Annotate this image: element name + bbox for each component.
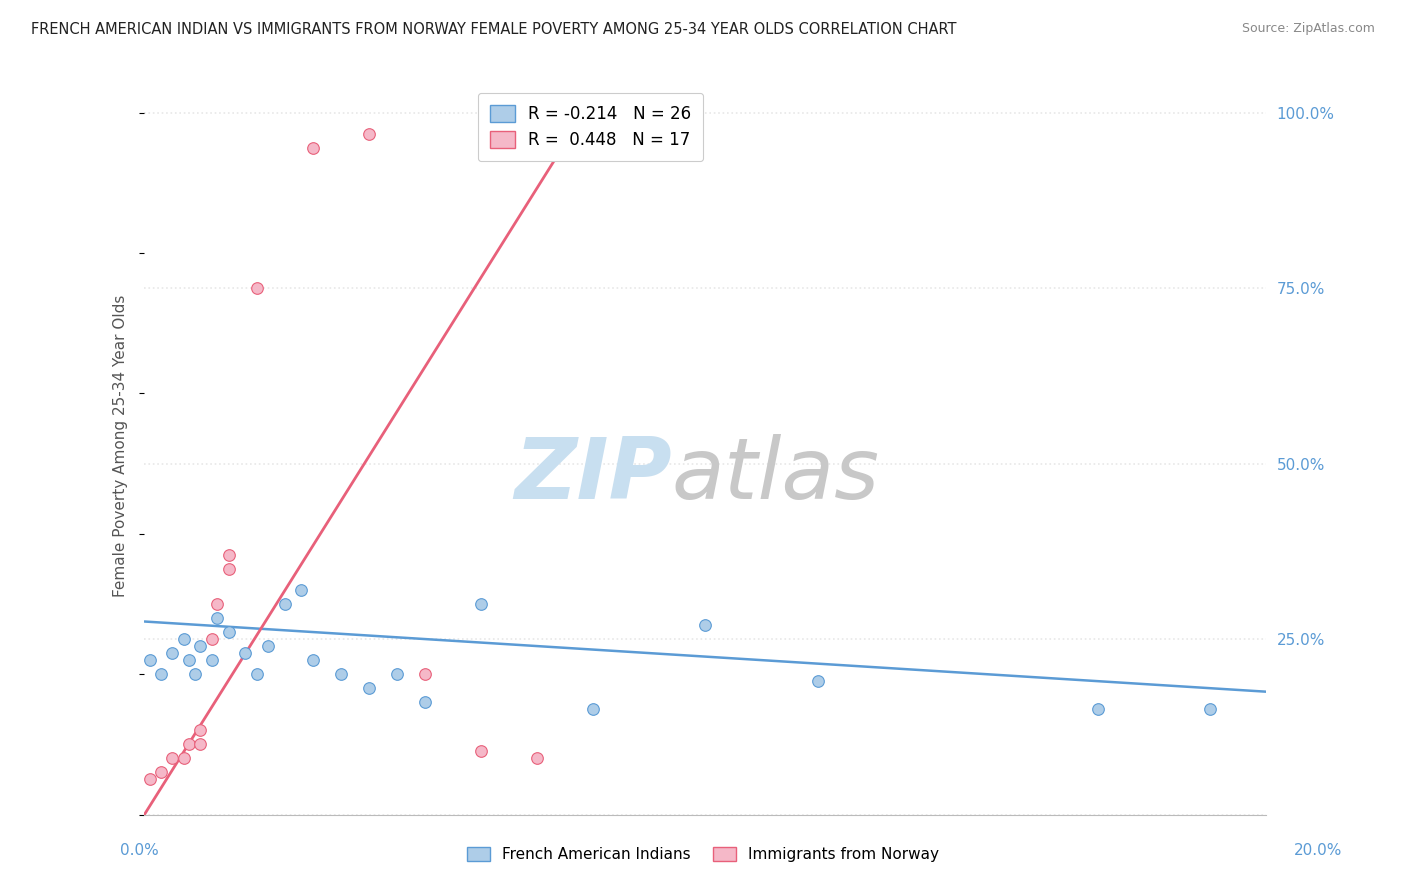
Point [218, 548, 240, 562]
Point [245, 667, 267, 681]
Point [413, 695, 436, 709]
Point [190, 737, 212, 751]
Y-axis label: Female Poverty Among 25-34 Year Olds: Female Poverty Among 25-34 Year Olds [114, 295, 128, 597]
Point [190, 639, 212, 653]
Point [150, 765, 173, 780]
Point [207, 611, 229, 625]
Point [162, 646, 184, 660]
Point [139, 772, 162, 787]
Point [695, 618, 717, 632]
Point [1087, 702, 1109, 716]
Point [201, 632, 224, 646]
Point [413, 667, 436, 681]
Point [235, 646, 257, 660]
Text: Source: ZipAtlas.com: Source: ZipAtlas.com [1241, 22, 1375, 36]
Point [245, 281, 267, 295]
Point [301, 653, 323, 667]
Text: FRENCH AMERICAN INDIAN VS IMMIGRANTS FROM NORWAY FEMALE POVERTY AMONG 25-34 YEAR: FRENCH AMERICAN INDIAN VS IMMIGRANTS FRO… [31, 22, 956, 37]
Text: 20.0%: 20.0% [1295, 843, 1343, 858]
Legend: R = -0.214   N = 26, R =  0.448   N = 17: R = -0.214 N = 26, R = 0.448 N = 17 [478, 93, 703, 161]
Text: atlas: atlas [672, 434, 880, 517]
Point [184, 667, 207, 681]
Point [190, 723, 212, 738]
Point [256, 639, 278, 653]
Point [357, 681, 380, 696]
Point [290, 582, 312, 597]
Point [470, 744, 492, 758]
Point [139, 653, 162, 667]
Point [207, 597, 229, 611]
Text: ZIP: ZIP [515, 434, 672, 517]
Point [806, 674, 828, 689]
Point [179, 737, 201, 751]
Point [218, 625, 240, 640]
Point [179, 653, 201, 667]
Point [173, 751, 195, 765]
Point [582, 702, 605, 716]
Point [385, 667, 408, 681]
Point [218, 562, 240, 576]
Point [162, 751, 184, 765]
Legend: French American Indians, Immigrants from Norway: French American Indians, Immigrants from… [461, 841, 945, 868]
Point [301, 141, 323, 155]
Text: 0.0%: 0.0% [120, 843, 159, 858]
Point [201, 653, 224, 667]
Point [470, 597, 492, 611]
Point [357, 127, 380, 141]
Point [526, 751, 548, 765]
Point [273, 597, 295, 611]
Point [173, 632, 195, 646]
Point [150, 667, 173, 681]
Point [329, 667, 352, 681]
Point [1199, 702, 1222, 716]
